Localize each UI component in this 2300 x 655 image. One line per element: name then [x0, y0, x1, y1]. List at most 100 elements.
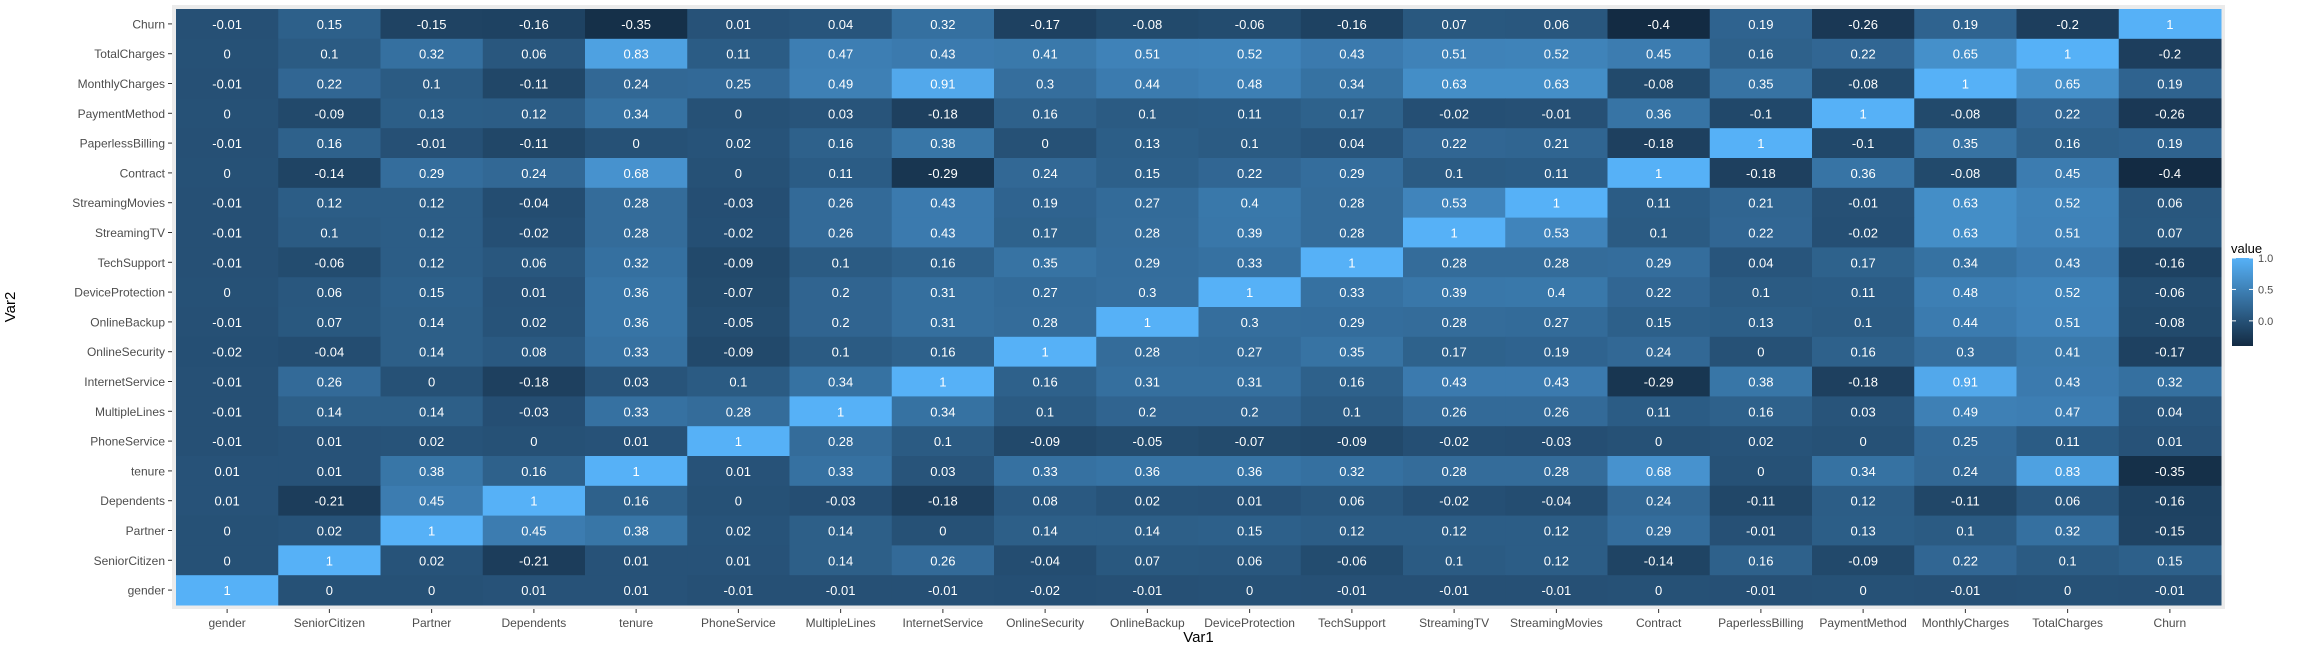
cell-value-label: 0.11: [1851, 285, 1875, 300]
cell-value-label: 0.14: [1032, 524, 1057, 539]
heatmap-cell: [687, 9, 790, 40]
cell-value-label: -0.29: [1644, 375, 1674, 390]
heatmap-cell: [2118, 98, 2222, 129]
heatmap-cell: [1403, 128, 1506, 159]
heatmap-cell: [585, 68, 688, 99]
heatmap-cell: [176, 426, 279, 457]
heatmap-cell: [1709, 68, 1813, 99]
cell-value-label: 0: [735, 106, 742, 121]
cell-value-label: -0.02: [1439, 106, 1469, 121]
heatmap-cell: [380, 515, 484, 546]
heatmap-cell: [2118, 515, 2222, 546]
heatmap-cell: [994, 396, 1097, 427]
heatmap-cell: [1300, 426, 1404, 457]
heatmap-cell: [278, 158, 381, 189]
heatmap-cell: [687, 485, 790, 517]
cell-value-label: 0.17: [1032, 226, 1057, 241]
heatmap-cell: [2016, 575, 2120, 606]
heatmap-cell: [891, 9, 995, 40]
heatmap-cell: [1505, 247, 1608, 278]
heatmap-cell: [278, 307, 381, 338]
cell-value-label: 0.43: [930, 196, 955, 211]
cell-value-label: 0.33: [828, 464, 853, 479]
heatmap-cell: [380, 545, 484, 576]
cell-value-label: 0.49: [1953, 404, 1978, 419]
heatmap-cell: [1300, 485, 1404, 517]
heatmap-cell: [789, 38, 893, 70]
heatmap-cell: [585, 485, 688, 517]
heatmap-cell: [1096, 217, 1199, 248]
heatmap-cell: [482, 307, 586, 338]
heatmap-cell: [482, 366, 586, 397]
heatmap-cell: [482, 545, 586, 576]
heatmap-cell: [380, 366, 484, 397]
cell-value-label: -0.02: [1848, 226, 1878, 241]
heatmap-cell: [1607, 456, 1711, 487]
cell-value-label: 0.27: [1544, 315, 1569, 330]
heatmap-cell: [585, 456, 688, 487]
cell-value-label: 0.44: [1135, 77, 1160, 92]
cell-value-label: 1: [1655, 166, 1662, 181]
heatmap-cell: [482, 396, 586, 427]
cell-value-label: -0.01: [212, 226, 242, 241]
heatmap-cell: [585, 545, 688, 576]
heatmap-cell: [2118, 68, 2222, 99]
cell-value-label: 0.02: [521, 315, 546, 330]
cell-value-label: 0.08: [521, 345, 546, 360]
heatmap-cell: [2118, 247, 2222, 278]
heatmap-cell: [1812, 187, 1915, 219]
heatmap-cell: [380, 9, 484, 40]
heatmap-cell: [1300, 38, 1404, 70]
heatmap-cell: [482, 515, 586, 546]
cell-value-label: 0.01: [317, 434, 342, 449]
heatmap-cell: [1300, 217, 1404, 248]
cell-value-label: 0.43: [1441, 375, 1466, 390]
x-tick-label: Dependents: [502, 616, 567, 630]
heatmap-cell: [585, 277, 688, 308]
y-tick-label: InternetService: [84, 375, 165, 389]
heatmap-cell: [585, 217, 688, 248]
heatmap-cell: [482, 277, 586, 308]
cell-value-label: 0.17: [1339, 106, 1364, 121]
y-tick-label: Contract: [120, 166, 166, 180]
cell-value-label: 0.1: [320, 47, 338, 62]
heatmap-cell: [585, 187, 688, 219]
cell-value-label: -0.01: [826, 583, 856, 598]
heatmap-cell: [994, 9, 1097, 40]
heatmap-cell: [1300, 545, 1404, 576]
heatmap-cell: [2118, 366, 2222, 397]
y-tick-label: OnlineSecurity: [87, 345, 165, 359]
cell-value-label: 0.91: [1953, 375, 1978, 390]
heatmap-cell: [1505, 575, 1608, 606]
heatmap-cell: [278, 187, 381, 219]
x-tick-label: PhoneService: [701, 616, 776, 630]
cell-value-label: 0.19: [2157, 136, 2182, 151]
cell-value-label: 0: [428, 583, 435, 598]
cell-value-label: 0.19: [1032, 196, 1057, 211]
heatmap-cell: [1812, 158, 1915, 189]
cell-value-label: 0.26: [1441, 404, 1466, 419]
heatmap-cell: [2118, 485, 2222, 517]
heatmap-cell: [585, 515, 688, 546]
cell-value-label: -0.14: [1644, 553, 1674, 568]
heatmap-cell: [2118, 545, 2222, 576]
cell-value-label: -0.35: [621, 17, 651, 32]
heatmap-cell: [2016, 38, 2120, 70]
cell-value-label: 0.13: [1135, 136, 1160, 151]
heatmap-cell: [176, 485, 279, 517]
cell-value-label: 0.36: [1646, 106, 1671, 121]
y-tick-label: Partner: [126, 524, 165, 538]
heatmap-cell: [1709, 98, 1813, 129]
cell-value-label: -0.01: [1542, 106, 1572, 121]
cell-value-label: -0.08: [1133, 17, 1163, 32]
heatmap-cell: [1403, 575, 1506, 606]
cell-value-label: 0.63: [1953, 196, 1978, 211]
heatmap-cell: [994, 426, 1097, 457]
heatmap-cell: [1300, 396, 1404, 427]
heatmap-cell: [482, 575, 586, 606]
cell-value-label: 0.28: [1544, 255, 1569, 270]
cell-value-label: 0.12: [1544, 553, 1569, 568]
heatmap-cell: [585, 9, 688, 40]
cell-value-label: 0.14: [828, 553, 853, 568]
